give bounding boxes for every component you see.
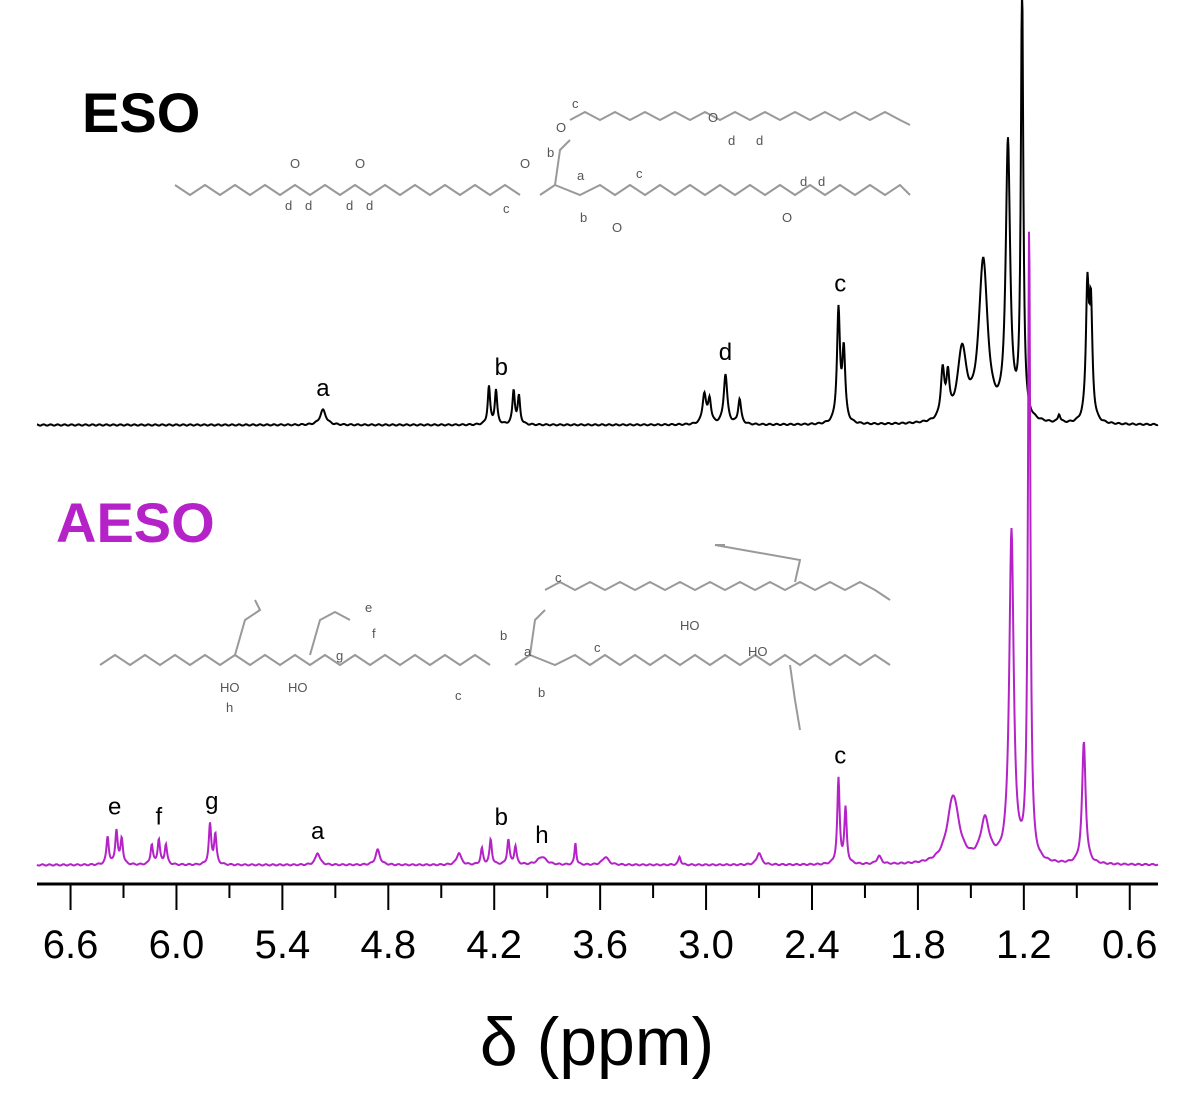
hydroxyl-group: HO	[288, 680, 308, 695]
hydroxyl-group: HO	[220, 680, 240, 695]
structure-label: c	[636, 166, 643, 181]
eso-structure	[174, 110, 911, 197]
peak-label-eso-d: d	[719, 339, 732, 366]
spectrum-eso	[36, 0, 1159, 427]
peak-label-eso-c: c	[834, 270, 846, 297]
structure-label: a	[524, 644, 532, 659]
oxygen-atom: O	[612, 220, 622, 235]
peak-label-aeso-b: b	[495, 804, 508, 831]
structure-label: a	[577, 168, 585, 183]
structure-label: d	[800, 174, 807, 189]
x-tick-label: 6.0	[149, 923, 205, 967]
structure-label: b	[538, 685, 545, 700]
aeso-title: AESO	[56, 491, 215, 554]
peak-label-eso-b: b	[495, 354, 508, 381]
oxygen-atom: O	[355, 156, 365, 171]
x-tick-label: 3.0	[678, 923, 734, 967]
oxygen-atom: O	[290, 156, 300, 171]
structure-label: d	[818, 174, 825, 189]
x-axis-label: δ (ppm)	[480, 1004, 714, 1080]
oxygen-atom: O	[708, 110, 718, 125]
structure-label: d	[285, 198, 292, 213]
x-tick-label: 1.8	[890, 923, 946, 967]
peak-label-aeso-e: e	[108, 793, 121, 820]
x-tick-label: 2.4	[784, 923, 840, 967]
structure-label: d	[366, 198, 373, 213]
structure-label: c	[555, 570, 562, 585]
x-tick-label: 1.2	[996, 923, 1052, 967]
x-tick-label: 3.6	[572, 923, 628, 967]
x-tick-label: 5.4	[255, 923, 311, 967]
structure-label: d	[756, 133, 763, 148]
structure-label: h	[226, 700, 233, 715]
structure-label: e	[365, 600, 372, 615]
x-tick-label: 4.2	[466, 923, 522, 967]
x-tick-label: 4.8	[361, 923, 417, 967]
structure-label: f	[372, 626, 376, 641]
x-tick-label: 0.6	[1102, 923, 1158, 967]
structure-label: c	[455, 688, 462, 703]
peak-label-eso-a: a	[316, 375, 330, 402]
oxygen-atom: O	[520, 156, 530, 171]
structure-label: c	[594, 640, 601, 655]
peak-label-aeso-g: g	[205, 788, 218, 815]
peak-label-aeso-h: h	[535, 822, 548, 849]
structure-label: b	[547, 145, 554, 160]
eso-title: ESO	[82, 81, 200, 144]
hydroxyl-group: HO	[748, 644, 768, 659]
hydroxyl-group: HO	[680, 618, 700, 633]
peak-label-aeso-c: c	[834, 742, 846, 769]
structure-label: c	[572, 96, 579, 111]
peak-label-aeso-a: a	[311, 818, 325, 845]
x-tick-label: 6.6	[43, 923, 99, 967]
aeso-structure	[99, 544, 891, 731]
structure-label: d	[346, 198, 353, 213]
structure-label: d	[728, 133, 735, 148]
structure-label: b	[500, 628, 507, 643]
spectrum-aeso	[36, 231, 1159, 867]
structure-label: g	[336, 648, 343, 663]
structure-label: b	[580, 210, 587, 225]
structure-label: c	[503, 201, 510, 216]
oxygen-atom: O	[782, 210, 792, 225]
structure-label: d	[305, 198, 312, 213]
oxygen-atom: O	[556, 120, 566, 135]
peak-label-aeso-f: f	[155, 803, 162, 830]
